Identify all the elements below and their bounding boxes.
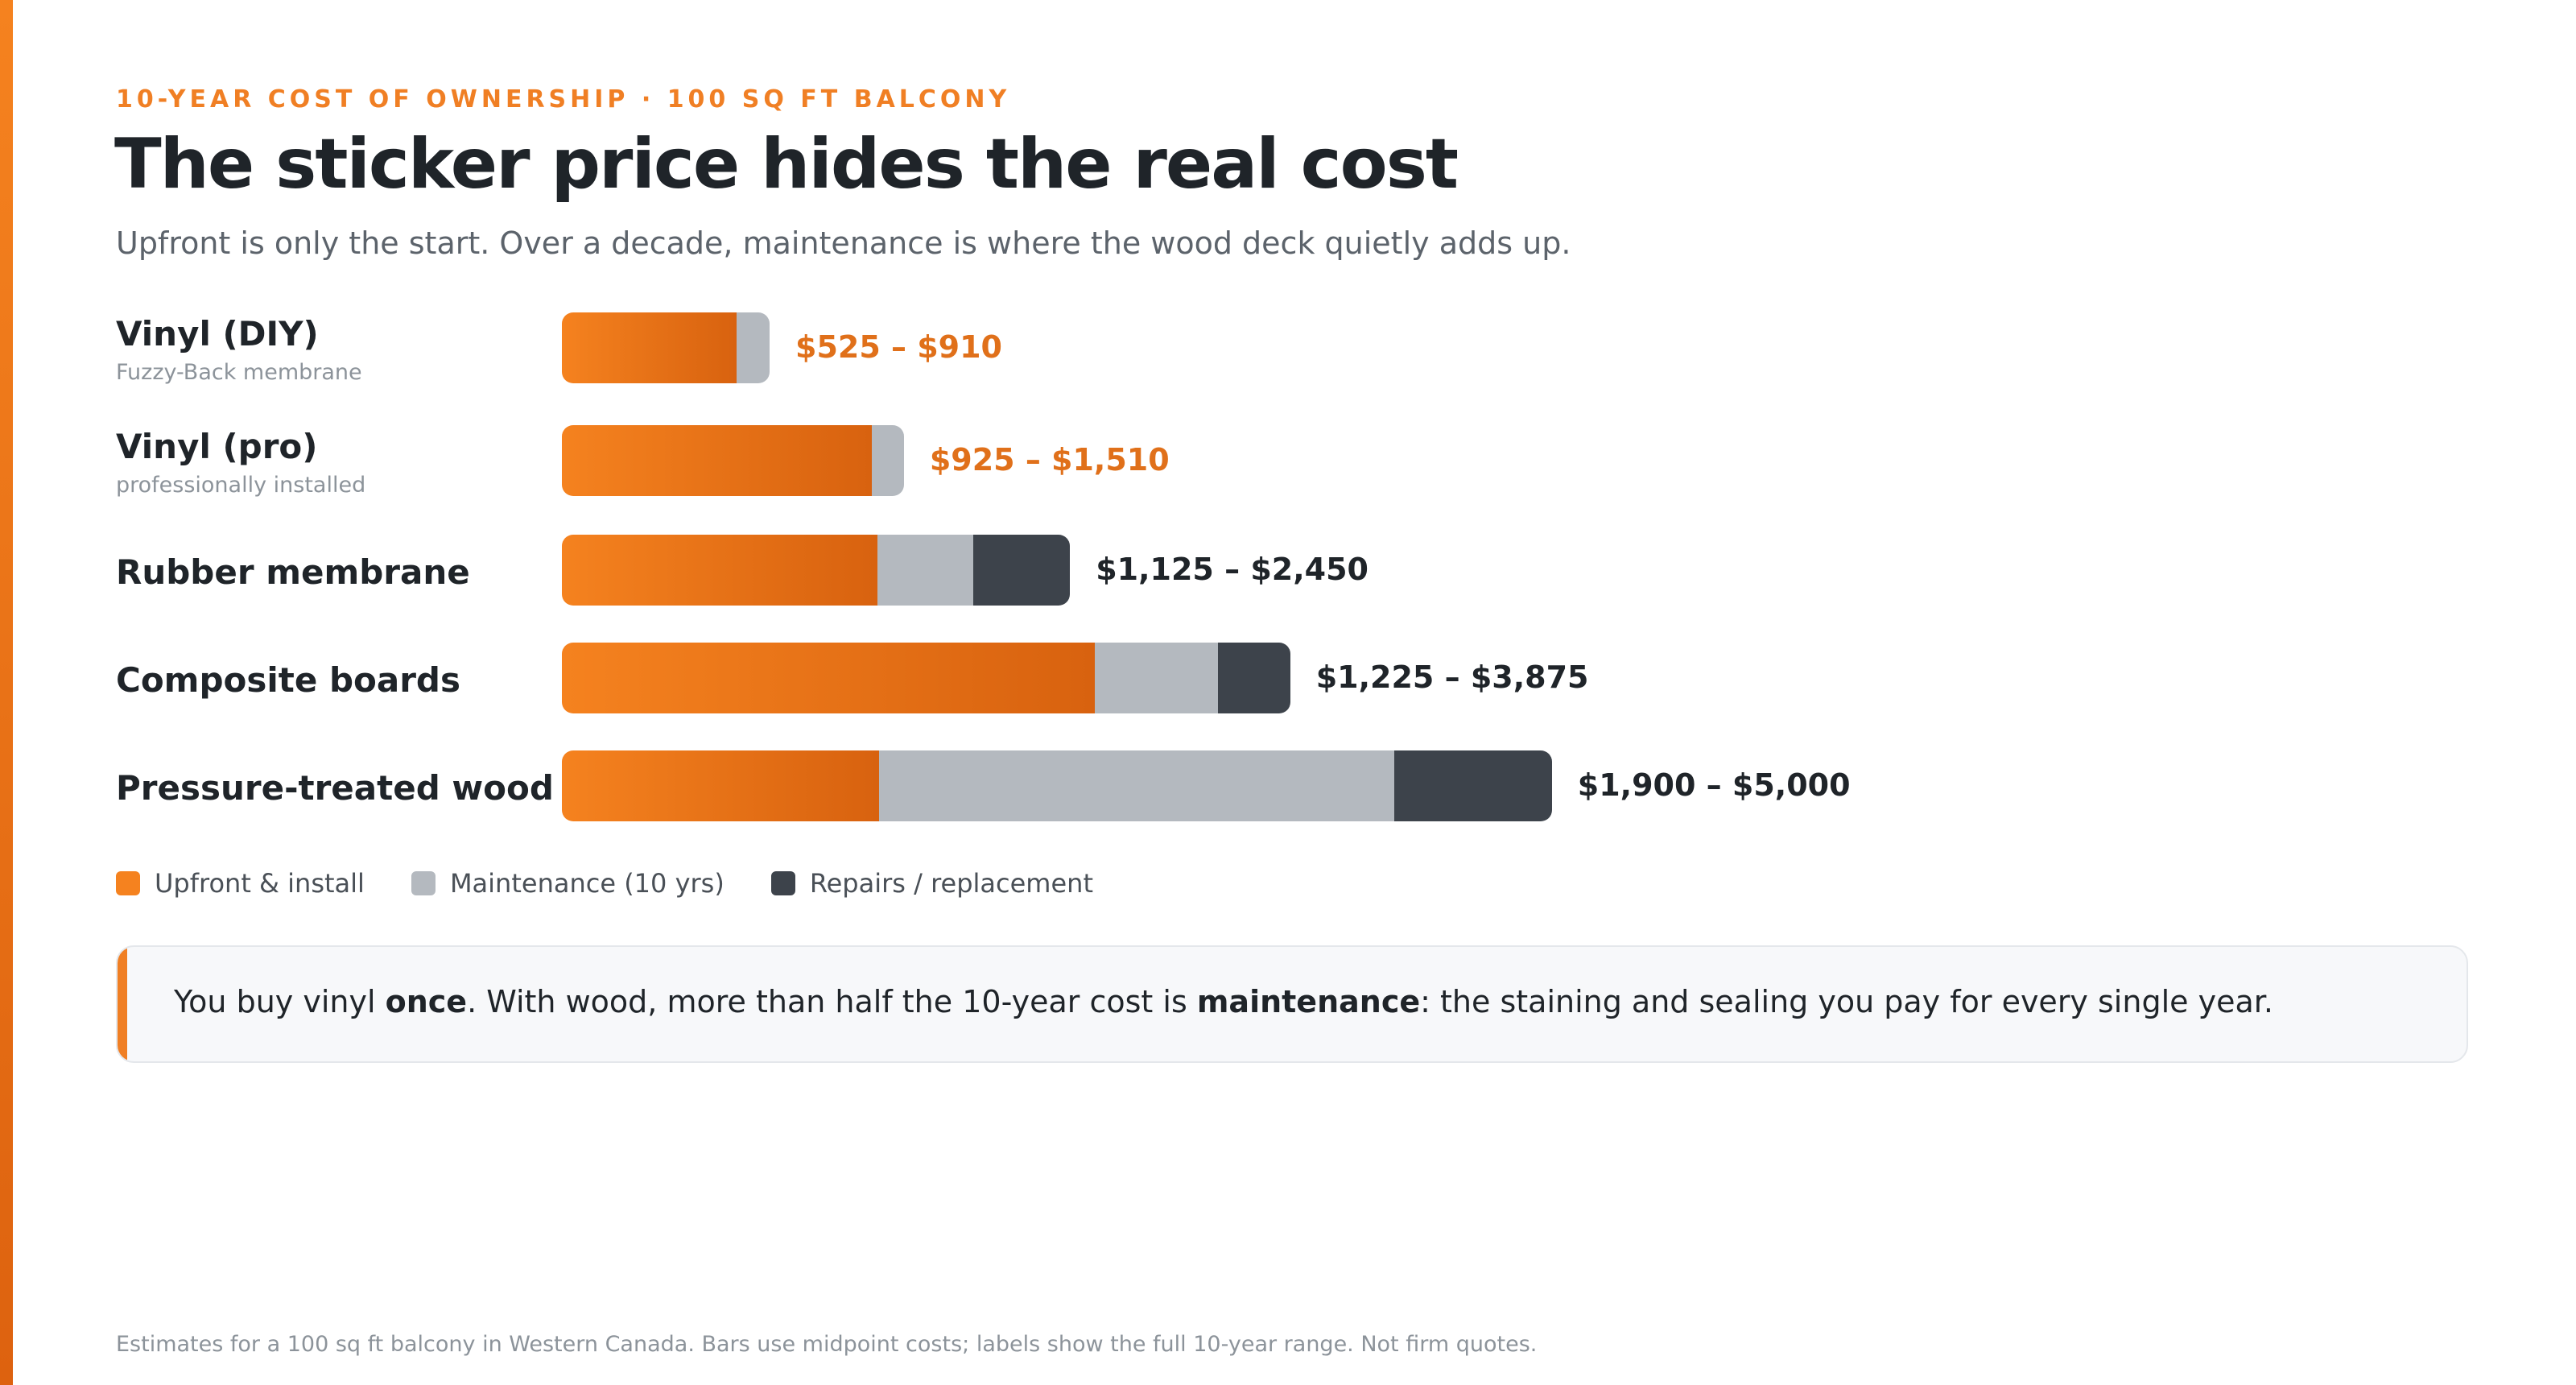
- bar-segment-repairs: [1218, 643, 1290, 713]
- legend-swatch-upfront: [116, 871, 140, 895]
- bar-segment-maintenance: [736, 312, 770, 383]
- callout-part-1: You buy vinyl: [174, 984, 386, 1019]
- row-label: Pressure-treated wood: [116, 768, 554, 808]
- category-label: Vinyl (pro): [116, 427, 318, 466]
- page-title: The sticker price hides the real cost: [114, 124, 1459, 205]
- row-label: Vinyl (DIY) Fuzzy-Back membrane: [116, 314, 362, 385]
- bar-segment-maintenance: [872, 425, 904, 496]
- callout-text: You buy vinyl once. With wood, more than…: [174, 984, 2273, 1019]
- legend-item-upfront: Upfront & install: [116, 868, 365, 899]
- category-label: Vinyl (DIY): [116, 314, 319, 353]
- chart-legend: Upfront & install Maintenance (10 yrs) R…: [116, 868, 1140, 899]
- callout-part-3: : the staining and sealing you pay for e…: [1420, 984, 2273, 1019]
- legend-label-upfront: Upfront & install: [155, 868, 365, 899]
- callout-part-2: . With wood, more than half the 10-year …: [467, 984, 1197, 1019]
- legend-item-maintenance: Maintenance (10 yrs): [411, 868, 724, 899]
- legend-label-repairs: Repairs / replacement: [809, 868, 1093, 899]
- insight-callout: You buy vinyl once. With wood, more than…: [116, 945, 2468, 1063]
- bar-segment-maintenance: [877, 535, 973, 606]
- bar-segment-upfront: [562, 312, 737, 383]
- bar-segment-upfront: [562, 425, 873, 496]
- callout-emphasis-once: once: [385, 984, 468, 1019]
- range-label: $925 – $1,510: [929, 442, 1170, 478]
- bar-segment-repairs: [972, 535, 1071, 606]
- category-label: Composite boards: [116, 660, 460, 700]
- page-subtitle: Upfront is only the start. Over a decade…: [116, 225, 1571, 261]
- category-label: Rubber membrane: [116, 552, 470, 592]
- range-label: $1,125 – $2,450: [1096, 552, 1368, 587]
- callout-accent-bar: [118, 947, 127, 1061]
- stacked-bar: [562, 425, 904, 496]
- bar-segment-upfront: [562, 750, 879, 821]
- bar-segment-maintenance: [878, 750, 1394, 821]
- bar-segment-repairs: [1393, 750, 1552, 821]
- range-label: $525 – $910: [795, 329, 1002, 365]
- left-accent-stripe: [0, 0, 13, 1385]
- footnote: Estimates for a 100 sq ft balcony in Wes…: [116, 1332, 1538, 1357]
- callout-emphasis-maintenance: maintenance: [1196, 984, 1421, 1019]
- stacked-bar: [562, 750, 1552, 821]
- range-label: $1,900 – $5,000: [1577, 767, 1851, 803]
- stacked-bar: [562, 643, 1290, 713]
- eyebrow-label: 10-YEAR COST OF OWNERSHIP · 100 SQ FT BA…: [116, 85, 1011, 114]
- legend-swatch-repairs: [770, 871, 795, 895]
- legend-label-maintenance: Maintenance (10 yrs): [449, 868, 724, 899]
- stacked-bar: [562, 312, 770, 383]
- bar-segment-upfront: [562, 535, 878, 606]
- row-label: Vinyl (pro) professionally installed: [116, 427, 365, 498]
- row-label: Composite boards: [116, 660, 460, 700]
- row-label: Rubber membrane: [116, 552, 470, 592]
- category-note: professionally installed: [116, 473, 366, 498]
- bar-segment-upfront: [562, 643, 1096, 713]
- range-label: $1,225 – $3,875: [1315, 659, 1589, 695]
- legend-item-repairs: Repairs / replacement: [770, 868, 1093, 899]
- stacked-bar: [562, 535, 1071, 606]
- legend-swatch-maintenance: [411, 871, 436, 895]
- bar-segment-maintenance: [1095, 643, 1219, 713]
- category-note: Fuzzy-Back membrane: [116, 360, 362, 385]
- category-label: Pressure-treated wood: [116, 768, 554, 808]
